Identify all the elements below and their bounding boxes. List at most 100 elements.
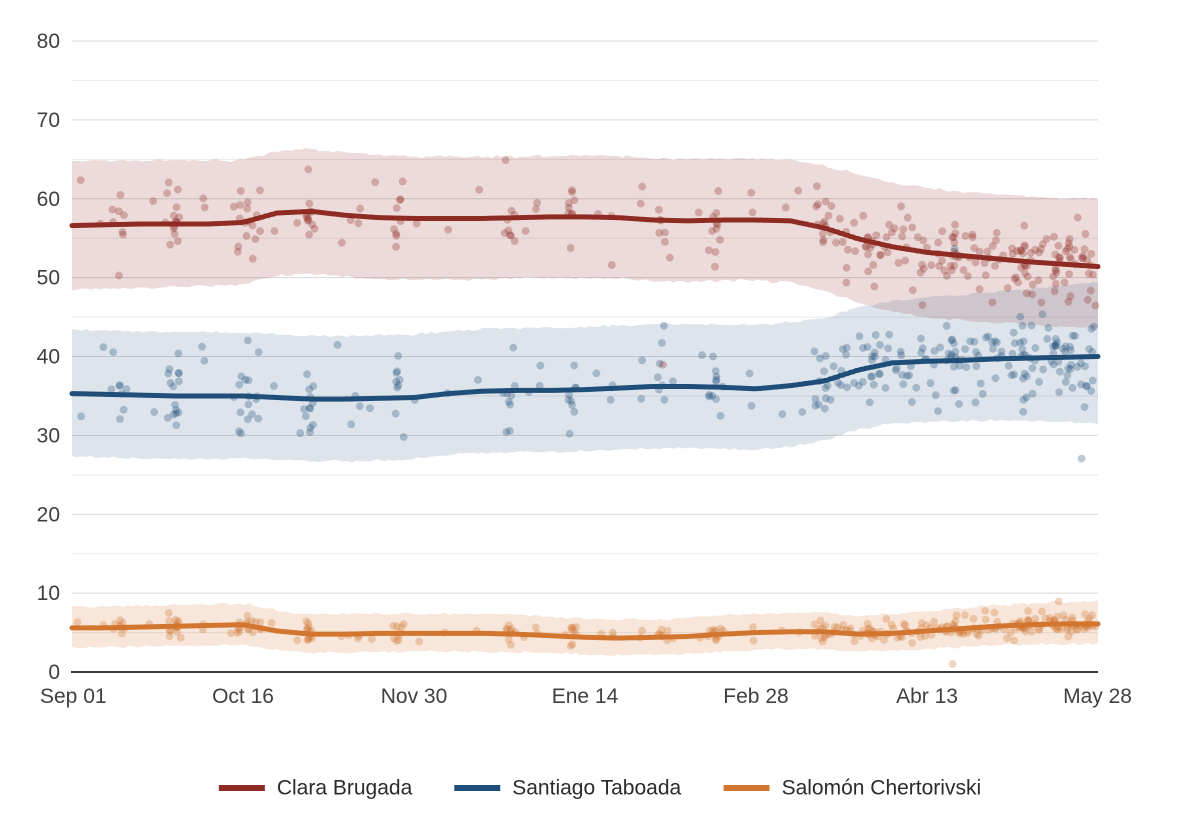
poll-point: [1091, 301, 1100, 310]
poll-point: [77, 412, 85, 421]
poll-point: [1066, 365, 1075, 373]
poll-point: [863, 619, 872, 628]
poll-point: [507, 625, 516, 633]
poll-point: [1066, 342, 1074, 351]
poll-point: [949, 233, 958, 242]
poll-point: [918, 301, 927, 309]
poll-point: [838, 345, 847, 354]
poll-point: [567, 625, 576, 634]
poll-point: [1065, 253, 1074, 261]
poll-point: [798, 408, 807, 416]
poll-point: [304, 634, 313, 643]
poll-point: [870, 348, 879, 357]
poll-point: [934, 238, 943, 247]
poll-point: [747, 401, 756, 410]
poll-point: [903, 371, 911, 380]
poll-point: [868, 634, 876, 643]
poll-point: [227, 629, 235, 638]
poll-point: [116, 191, 125, 199]
poll-point: [898, 371, 906, 379]
poll-point: [1058, 344, 1067, 353]
poll-point: [301, 412, 310, 420]
poll-point: [951, 386, 960, 395]
poll-point: [820, 217, 829, 226]
poll-point: [393, 367, 402, 376]
poll-point: [839, 621, 848, 629]
poll-point: [950, 238, 959, 247]
poll-point: [1019, 407, 1028, 416]
poll-point: [901, 256, 910, 265]
poll-point: [1020, 369, 1029, 378]
poll-point: [169, 382, 178, 391]
poll-point: [305, 199, 314, 208]
poll-point: [309, 420, 317, 429]
poll-point: [978, 389, 987, 398]
poll-point: [165, 365, 174, 374]
poll-point: [303, 214, 312, 222]
poll-point: [869, 380, 878, 389]
poll-point: [991, 337, 1000, 346]
poll-point: [984, 332, 993, 341]
poll-point: [855, 381, 863, 390]
poll-point: [1081, 230, 1090, 238]
poll-point: [955, 361, 964, 370]
poll-point: [1036, 245, 1045, 253]
poll-point: [881, 384, 890, 392]
poll-point: [171, 616, 180, 625]
poll-point: [1023, 272, 1032, 281]
poll-point: [366, 404, 374, 413]
y-tick-label: 60: [37, 188, 60, 211]
poll-point: [885, 220, 894, 229]
poll-point: [850, 379, 858, 387]
poll-point: [173, 627, 182, 636]
poll-point: [821, 352, 830, 360]
poll-point: [970, 337, 979, 346]
poll-point: [1019, 249, 1027, 258]
poll-point: [781, 203, 790, 212]
poll-point: [505, 426, 514, 435]
poll-point: [293, 218, 301, 227]
poll-point: [864, 250, 872, 259]
poll-point: [921, 632, 929, 640]
poll-point: [908, 639, 917, 647]
poll-point: [1061, 347, 1069, 356]
poll-point: [864, 267, 873, 276]
poll-point: [303, 370, 311, 379]
trend-line-1: [69, 354, 1101, 402]
y-tick-label: 30: [37, 424, 60, 447]
poll-point: [918, 344, 927, 353]
poll-point: [99, 343, 108, 352]
poll-point: [919, 236, 928, 245]
poll-point: [843, 245, 852, 254]
poll-point: [117, 629, 126, 638]
poll-point: [169, 211, 178, 220]
poll-point: [507, 231, 515, 240]
poll-point: [654, 205, 663, 214]
poll-point: [570, 196, 579, 205]
poll-point: [711, 262, 719, 271]
x-tick-label: May 28: [1063, 685, 1132, 708]
poll-point: [1068, 613, 1077, 622]
poll-point: [842, 278, 851, 287]
poll-point: [1087, 324, 1096, 333]
poll-point: [371, 178, 380, 187]
poll-point: [296, 429, 305, 437]
poll-point: [308, 220, 317, 229]
poll-point: [567, 397, 576, 405]
poll-point: [951, 220, 959, 229]
poll-point: [500, 229, 509, 237]
poll-point: [838, 238, 847, 246]
poll-point: [172, 406, 180, 414]
poll-point: [862, 242, 871, 251]
poll-point: [1051, 341, 1060, 350]
poll-point: [811, 401, 820, 410]
poll-point: [894, 258, 903, 267]
poll-point: [709, 352, 717, 361]
poll-point: [174, 349, 183, 358]
poll-point: [150, 408, 159, 416]
poll-point: [254, 414, 263, 423]
poll-point: [660, 395, 669, 404]
poll-point: [947, 336, 956, 345]
poll-point: [119, 230, 127, 239]
poll-point: [829, 362, 838, 371]
